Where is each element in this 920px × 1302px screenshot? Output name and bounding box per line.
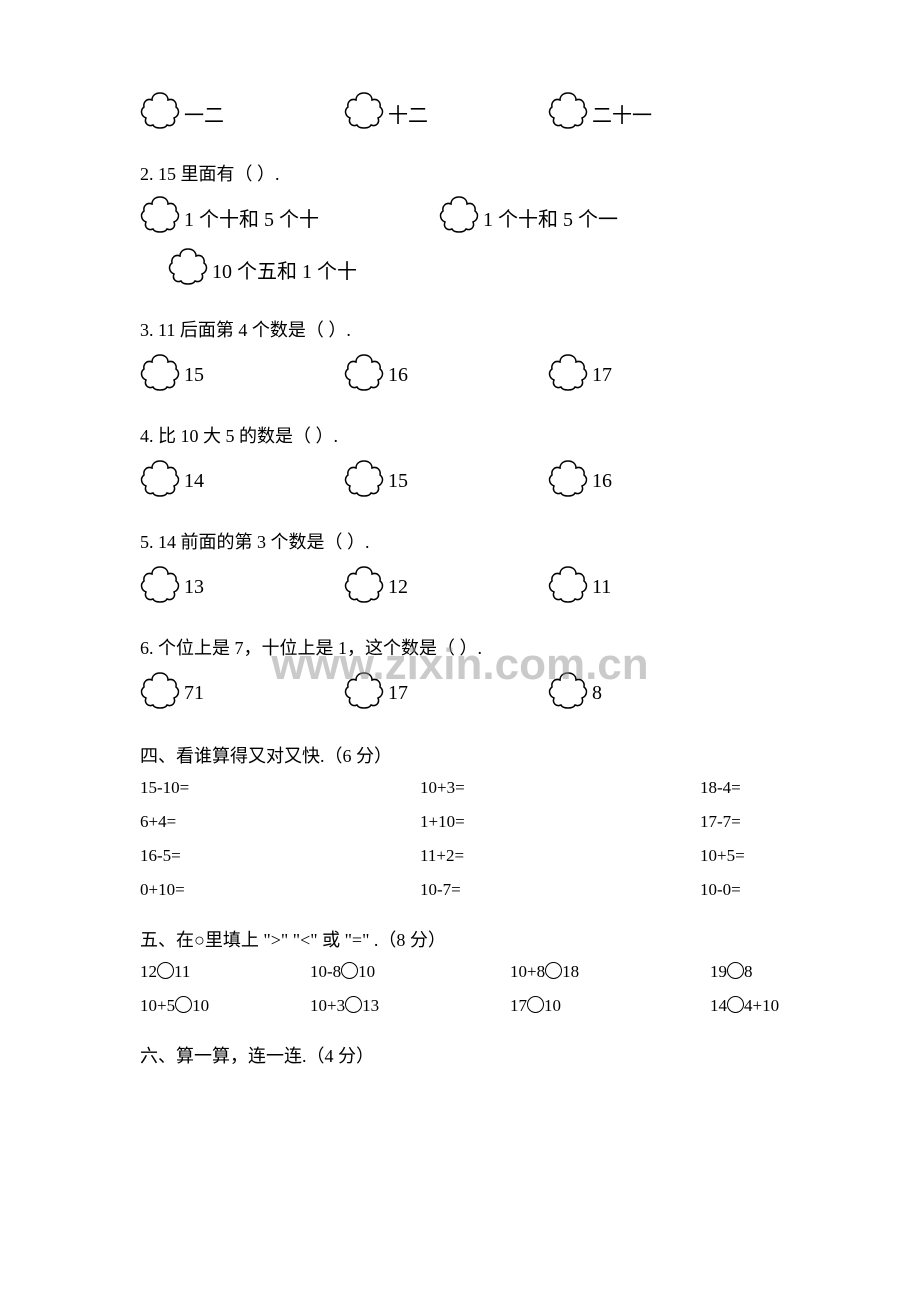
arithmetic-grid: 15-10= 10+3= 18-4= 6+4= 1+10= 17-7= 16-5… xyxy=(140,778,780,900)
q4-text: 4. 比 10 大 5 的数是（ ）. xyxy=(140,422,780,448)
q5-option-b[interactable]: 12 xyxy=(344,564,408,610)
q2-options: 1 个十和 5 个十 1 个十和 5 个一 10 个五和 1 个十 xyxy=(140,194,780,292)
flower-icon xyxy=(140,564,180,610)
compare-circle-icon[interactable] xyxy=(157,962,174,979)
arith-cell: 10+3= xyxy=(420,778,700,798)
q4-option-b[interactable]: 15 xyxy=(344,458,408,504)
q4-opt-c-label: 16 xyxy=(592,470,612,493)
q4-option-a[interactable]: 14 xyxy=(140,458,204,504)
flower-icon xyxy=(344,352,384,398)
q2-option-a[interactable]: 1 个十和 5 个十 xyxy=(140,194,319,240)
q4-opt-a-label: 14 xyxy=(184,470,204,493)
q6-text: 6. 个位上是 7，十位上是 1，这个数是（ ）. xyxy=(140,634,780,660)
compare-cell: 1211 xyxy=(140,962,310,982)
q1-option-c[interactable]: 二十一 xyxy=(548,90,652,136)
flower-icon xyxy=(548,564,588,610)
q2-opt-a-label: 1 个十和 5 个十 xyxy=(184,203,319,232)
compare-grid: 121110-81010+818198 10+51010+3131710144+1… xyxy=(140,962,780,1016)
q6-opt-a-label: 71 xyxy=(184,682,204,705)
q5-text: 5. 14 前面的第 3 个数是（ ）. xyxy=(140,528,780,554)
flower-icon xyxy=(140,458,180,504)
q6-opt-b-label: 17 xyxy=(388,682,408,705)
q1-option-a[interactable]: 一二 xyxy=(140,90,224,136)
q2-option-b[interactable]: 1 个十和 5 个一 xyxy=(439,194,618,240)
q6-option-a[interactable]: 71 xyxy=(140,670,204,716)
q3-option-c[interactable]: 17 xyxy=(548,352,612,398)
q3-opt-a-label: 15 xyxy=(184,364,204,387)
flower-icon xyxy=(140,90,180,136)
compare-cell: 10+510 xyxy=(140,996,310,1016)
compare-cell: 10-810 xyxy=(310,962,510,982)
q4-opt-b-label: 15 xyxy=(388,470,408,493)
q6-options: 71 17 8 xyxy=(140,670,780,716)
q2-option-c[interactable]: 10 个五和 1 个十 xyxy=(168,246,357,292)
compare-cell: 144+10 xyxy=(710,996,780,1016)
q1-opt-b-label: 十二 xyxy=(388,99,428,128)
q4-option-c[interactable]: 16 xyxy=(548,458,612,504)
arith-cell: 10-7= xyxy=(420,880,700,900)
compare-circle-icon[interactable] xyxy=(175,996,192,1013)
q5-opt-b-label: 12 xyxy=(388,576,408,599)
q3-opt-c-label: 17 xyxy=(592,364,612,387)
compare-cell: 198 xyxy=(710,962,780,982)
compare-circle-icon[interactable] xyxy=(727,996,744,1013)
arith-cell: 17-7= xyxy=(700,812,780,832)
q3-option-a[interactable]: 15 xyxy=(140,352,204,398)
flower-icon xyxy=(344,458,384,504)
q4-options: 14 15 16 xyxy=(140,458,780,504)
compare-cell: 10+818 xyxy=(510,962,710,982)
section4-title: 四、看谁算得又对又快.（6 分） xyxy=(140,742,780,768)
arith-cell: 0+10= xyxy=(140,880,420,900)
compare-cell: 10+313 xyxy=(310,996,510,1016)
compare-circle-icon[interactable] xyxy=(345,996,362,1013)
q5-opt-a-label: 13 xyxy=(184,576,204,599)
flower-icon xyxy=(344,564,384,610)
flower-icon xyxy=(548,458,588,504)
flower-icon xyxy=(548,352,588,398)
flower-icon xyxy=(344,90,384,136)
flower-icon xyxy=(140,194,180,240)
q6-option-c[interactable]: 8 xyxy=(548,670,602,716)
q6-opt-c-label: 8 xyxy=(592,682,602,705)
arith-cell: 11+2= xyxy=(420,846,700,866)
q2-text: 2. 15 里面有（ ）. xyxy=(140,160,780,186)
q5-options: 13 12 11 xyxy=(140,564,780,610)
arith-cell: 15-10= xyxy=(140,778,420,798)
arith-cell: 10-0= xyxy=(700,880,780,900)
compare-circle-icon[interactable] xyxy=(341,962,358,979)
flower-icon xyxy=(548,90,588,136)
arith-cell: 1+10= xyxy=(420,812,700,832)
flower-icon xyxy=(344,670,384,716)
compare-cell: 1710 xyxy=(510,996,710,1016)
q3-option-b[interactable]: 16 xyxy=(344,352,408,398)
flower-icon xyxy=(548,670,588,716)
arith-cell: 18-4= xyxy=(700,778,780,798)
section5-title: 五、在○里填上 ">" "<" 或 "=" .（8 分） xyxy=(140,926,780,952)
q1-option-b[interactable]: 十二 xyxy=(344,90,428,136)
q1-options: 一二 十二 二十一 xyxy=(140,90,780,136)
section6-title: 六、算一算，连一连.（4 分） xyxy=(140,1042,780,1068)
q3-options: 15 16 17 xyxy=(140,352,780,398)
q5-option-c[interactable]: 11 xyxy=(548,564,611,610)
q1-opt-a-label: 一二 xyxy=(184,99,224,128)
q5-opt-c-label: 11 xyxy=(592,576,611,599)
arith-cell: 6+4= xyxy=(140,812,420,832)
q2-opt-b-label: 1 个十和 5 个一 xyxy=(483,203,618,232)
flower-icon xyxy=(439,194,479,240)
q3-text: 3. 11 后面第 4 个数是（ ）. xyxy=(140,316,780,342)
q6-option-b[interactable]: 17 xyxy=(344,670,408,716)
flower-icon xyxy=(140,352,180,398)
worksheet-page: www.zixin.com.cn 一二 十二 二十一 2. 15 里面有（ ）.… xyxy=(0,0,920,1302)
flower-icon xyxy=(140,670,180,716)
q5-option-a[interactable]: 13 xyxy=(140,564,204,610)
flower-icon xyxy=(168,246,208,292)
compare-circle-icon[interactable] xyxy=(727,962,744,979)
compare-circle-icon[interactable] xyxy=(527,996,544,1013)
arith-cell: 16-5= xyxy=(140,846,420,866)
compare-circle-icon[interactable] xyxy=(545,962,562,979)
q1-opt-c-label: 二十一 xyxy=(592,99,652,128)
q3-opt-b-label: 16 xyxy=(388,364,408,387)
arith-cell: 10+5= xyxy=(700,846,780,866)
q2-opt-c-label: 10 个五和 1 个十 xyxy=(212,255,357,284)
